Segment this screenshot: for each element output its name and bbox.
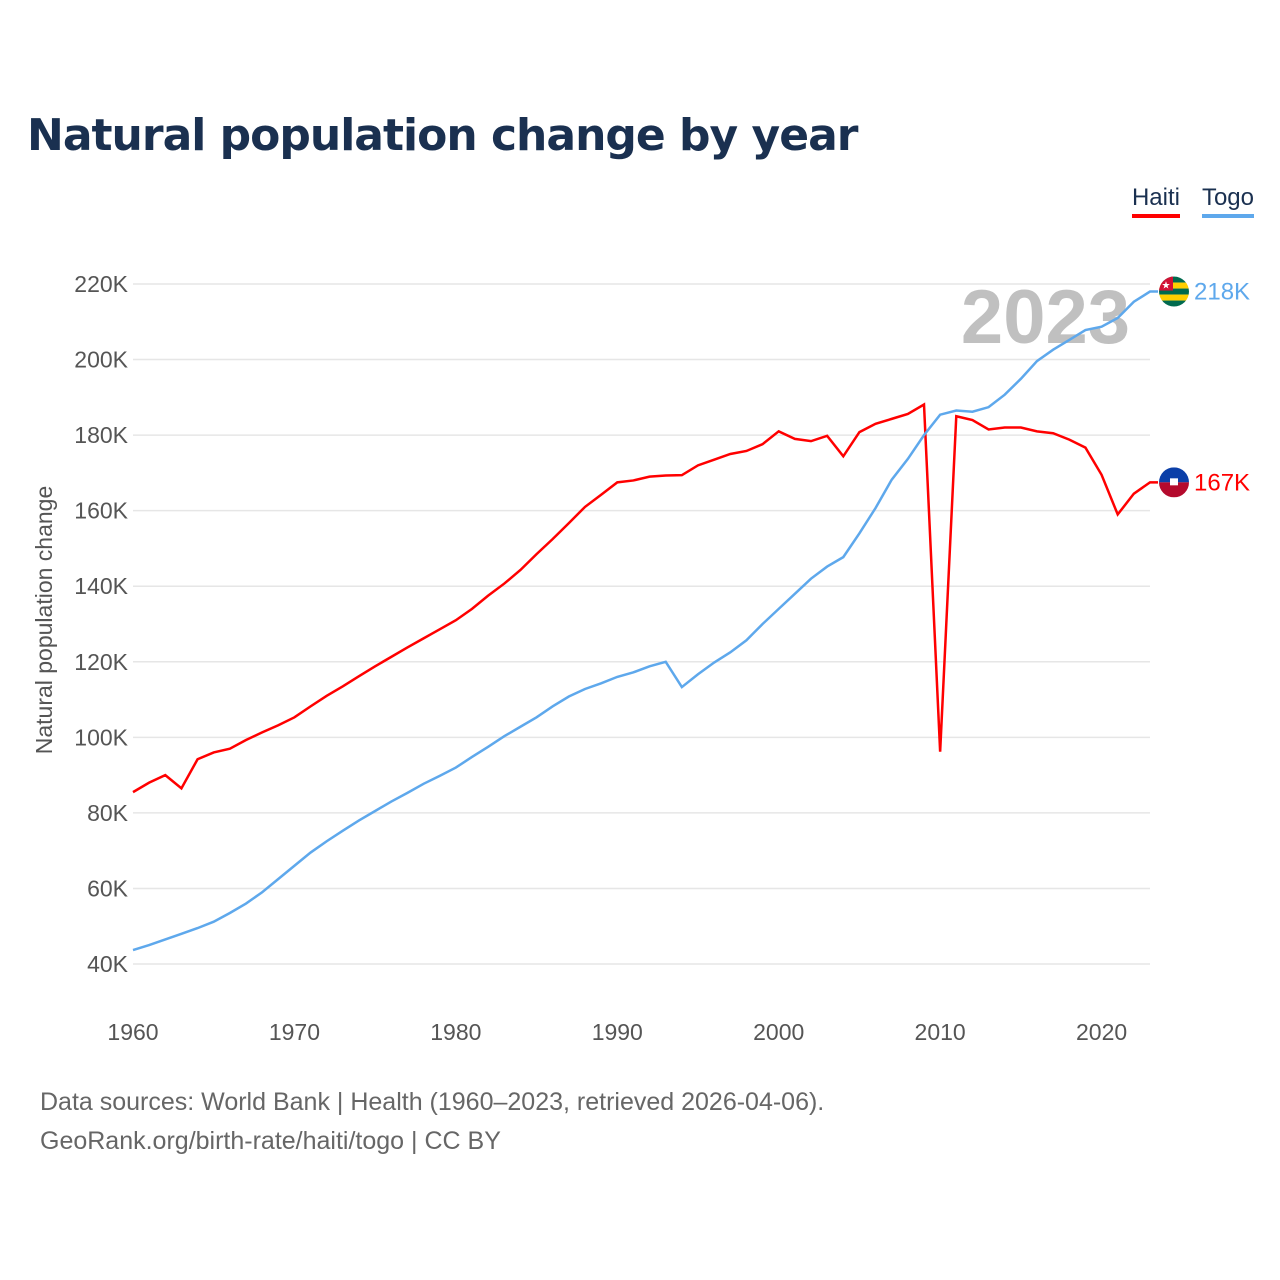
y-tick-label: 100K <box>74 724 128 750</box>
end-value-label-togo: 218K <box>1194 279 1250 306</box>
y-tick-label: 60K <box>87 875 129 901</box>
togo-flag-icon: ★ <box>1159 276 1189 307</box>
y-axis-label: Natural population change <box>31 486 57 755</box>
end-value-label-haiti: 167K <box>1194 469 1250 496</box>
legend-item-togo[interactable]: Togo <box>1201 184 1254 218</box>
x-tick-label: 1960 <box>107 1019 158 1045</box>
y-tick-label: 80K <box>87 800 129 826</box>
series-line-haiti <box>132 402 1158 794</box>
haiti-flag-icon <box>1159 467 1189 498</box>
page-title: Natural population change by year <box>27 110 858 161</box>
series-line-togo <box>132 290 1158 952</box>
x-tick-label: 1990 <box>592 1019 643 1045</box>
x-tick-label: 2000 <box>753 1019 804 1045</box>
x-tick-label: 2010 <box>915 1019 966 1045</box>
x-tick-label: 1980 <box>430 1019 481 1045</box>
y-tick-label: 160K <box>74 498 128 524</box>
legend-item-haiti[interactable]: Haiti <box>1131 184 1180 218</box>
y-tick-label: 220K <box>74 271 128 297</box>
y-tick-label: 200K <box>74 347 128 373</box>
y-tick-label: 180K <box>74 422 128 448</box>
source-line-1: Data sources: World Bank | Health (1960–… <box>40 1088 825 1116</box>
x-tick-label: 1970 <box>269 1019 320 1045</box>
year-watermark: 2023 <box>961 275 1130 360</box>
svg-text:★: ★ <box>1162 281 1171 292</box>
legend: Haiti Togo <box>1131 184 1254 218</box>
y-tick-label: 40K <box>87 951 129 977</box>
y-tick-label: 120K <box>74 649 128 675</box>
source-line-2[interactable]: GeoRank.org/birth-rate/haiti/togo | CC B… <box>40 1127 501 1155</box>
y-tick-label: 140K <box>74 573 128 599</box>
x-tick-label: 2020 <box>1076 1019 1127 1045</box>
